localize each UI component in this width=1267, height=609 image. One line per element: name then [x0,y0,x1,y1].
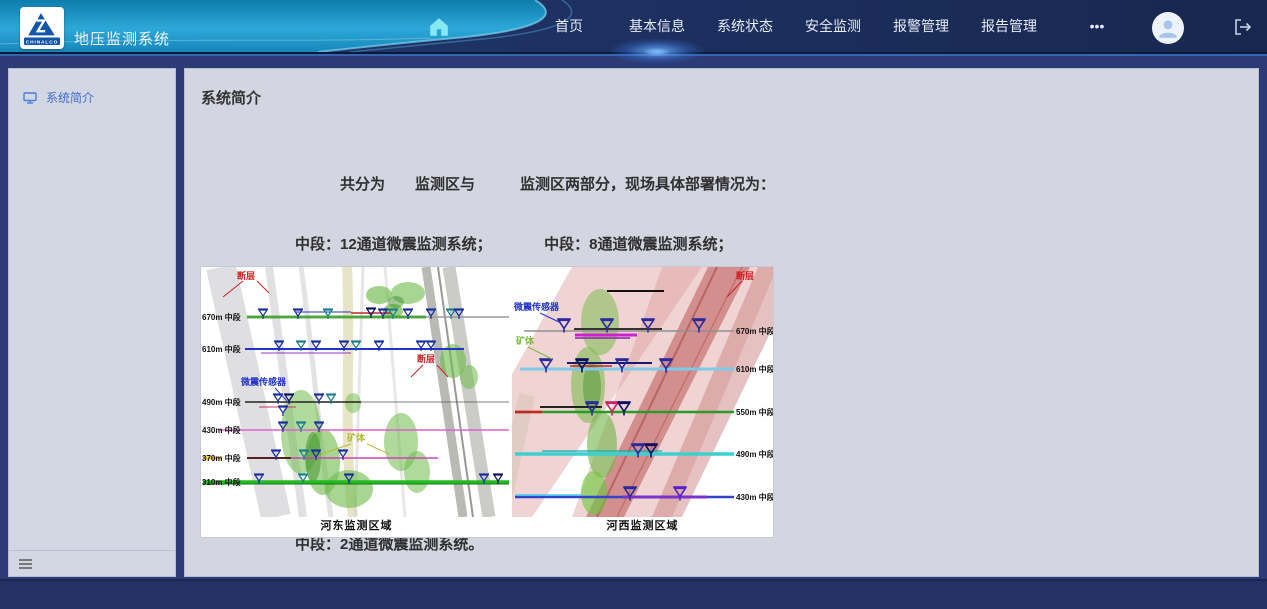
nav-item-report-management[interactable]: 报告管理 [981,18,1037,34]
level-label: 430m 中段 [202,425,241,435]
deployment-figures: 670m 中段 610m 中段 490m 中段 430m 中段 370m 中段 … [201,267,773,537]
orebody-annotation: 矿体 [516,335,535,346]
sidebar-item-system-intro[interactable]: 系统简介 [9,69,175,126]
top-navbar: CHINALCO 地压监测系统 首页 基本信息 系统状态 安全监测 报警管理 报… [0,0,1267,52]
intro-line: 中段：2通道微震监测系统。 [295,536,484,553]
fault-annotation: 断层 [736,270,754,281]
fault-annotation: 断层 [417,353,435,364]
nav-item-safety-monitoring[interactable]: 安全监测 [805,18,861,34]
intro-line: 共分为 监测区与 监测区两部分，现场具体部署情况为： [295,176,776,193]
nav-item-basic-info[interactable]: 基本信息 [628,0,686,52]
sidebar-item-label: 系统简介 [46,91,95,105]
level-label: 370m 中段 [202,453,241,463]
orebody-annotation: 矿体 [347,432,366,443]
level-label: 610m 中段 [736,364,773,374]
monitor-icon [23,91,37,104]
page-title: 系统简介 [201,90,262,107]
level-label: 670m 中段 [202,312,241,322]
nav-item-home[interactable]: 首页 [555,18,583,34]
nav-item-alarm-management[interactable]: 报警管理 [893,18,949,34]
content-panel: 系统简介 共分为 监测区与 监测区两部分，现场具体部署情况为： 中段：12通道微… [184,68,1259,577]
footer-band [0,579,1267,609]
nav-item-system-status[interactable]: 系统状态 [717,18,773,34]
sidebar-footer [9,550,175,576]
home-icon[interactable] [428,17,450,37]
user-icon [1159,20,1177,38]
fault-annotation: 断层 [237,270,255,281]
collapse-menu-icon[interactable] [19,559,32,571]
hexi-figure: 670m 中段 610m 中段 550m 中段 490m 中段 430m 中段 … [512,267,773,537]
sensor-annotation: 微震传感器 [513,301,560,312]
sidebar: 系统简介 [8,68,176,577]
main-menu: 首页 基本信息 系统状态 安全监测 报警管理 报告管理 ••• [540,0,1126,52]
hedong-caption: 河东监测区域 [320,520,393,532]
level-label: 550m 中段 [736,407,773,417]
logout-icon[interactable] [1233,18,1253,36]
level-label: 490m 中段 [736,449,773,459]
sensor-annotation: 微震传感器 [240,376,287,387]
intro-line: 中段：12通道微震监测系统； 中段：8通道微震监测系统； [295,236,733,253]
level-label: 610m 中段 [202,344,241,354]
hedong-figure: 670m 中段 610m 中段 490m 中段 430m 中段 370m 中段 … [201,267,512,537]
logo-text: CHINALCO [26,39,58,45]
navbar-bottom-edge [0,52,1267,56]
hedong-section-diagram: 670m 中段 610m 中段 490m 中段 430m 中段 370m 中段 … [202,267,509,517]
level-label: 310m 中段 [202,477,241,487]
level-label: 430m 中段 [736,492,773,502]
app-title: 地压监测系统 [74,31,171,48]
user-avatar[interactable] [1152,12,1184,44]
level-label: 490m 中段 [202,397,241,407]
company-logo: CHINALCO [20,7,64,49]
level-label: 670m 中段 [736,326,773,336]
hexi-caption: 河西监测区域 [606,520,679,532]
nav-item-more[interactable]: ••• [1089,18,1105,34]
hexi-section-diagram: 670m 中段 610m 中段 550m 中段 490m 中段 430m 中段 … [512,267,773,517]
